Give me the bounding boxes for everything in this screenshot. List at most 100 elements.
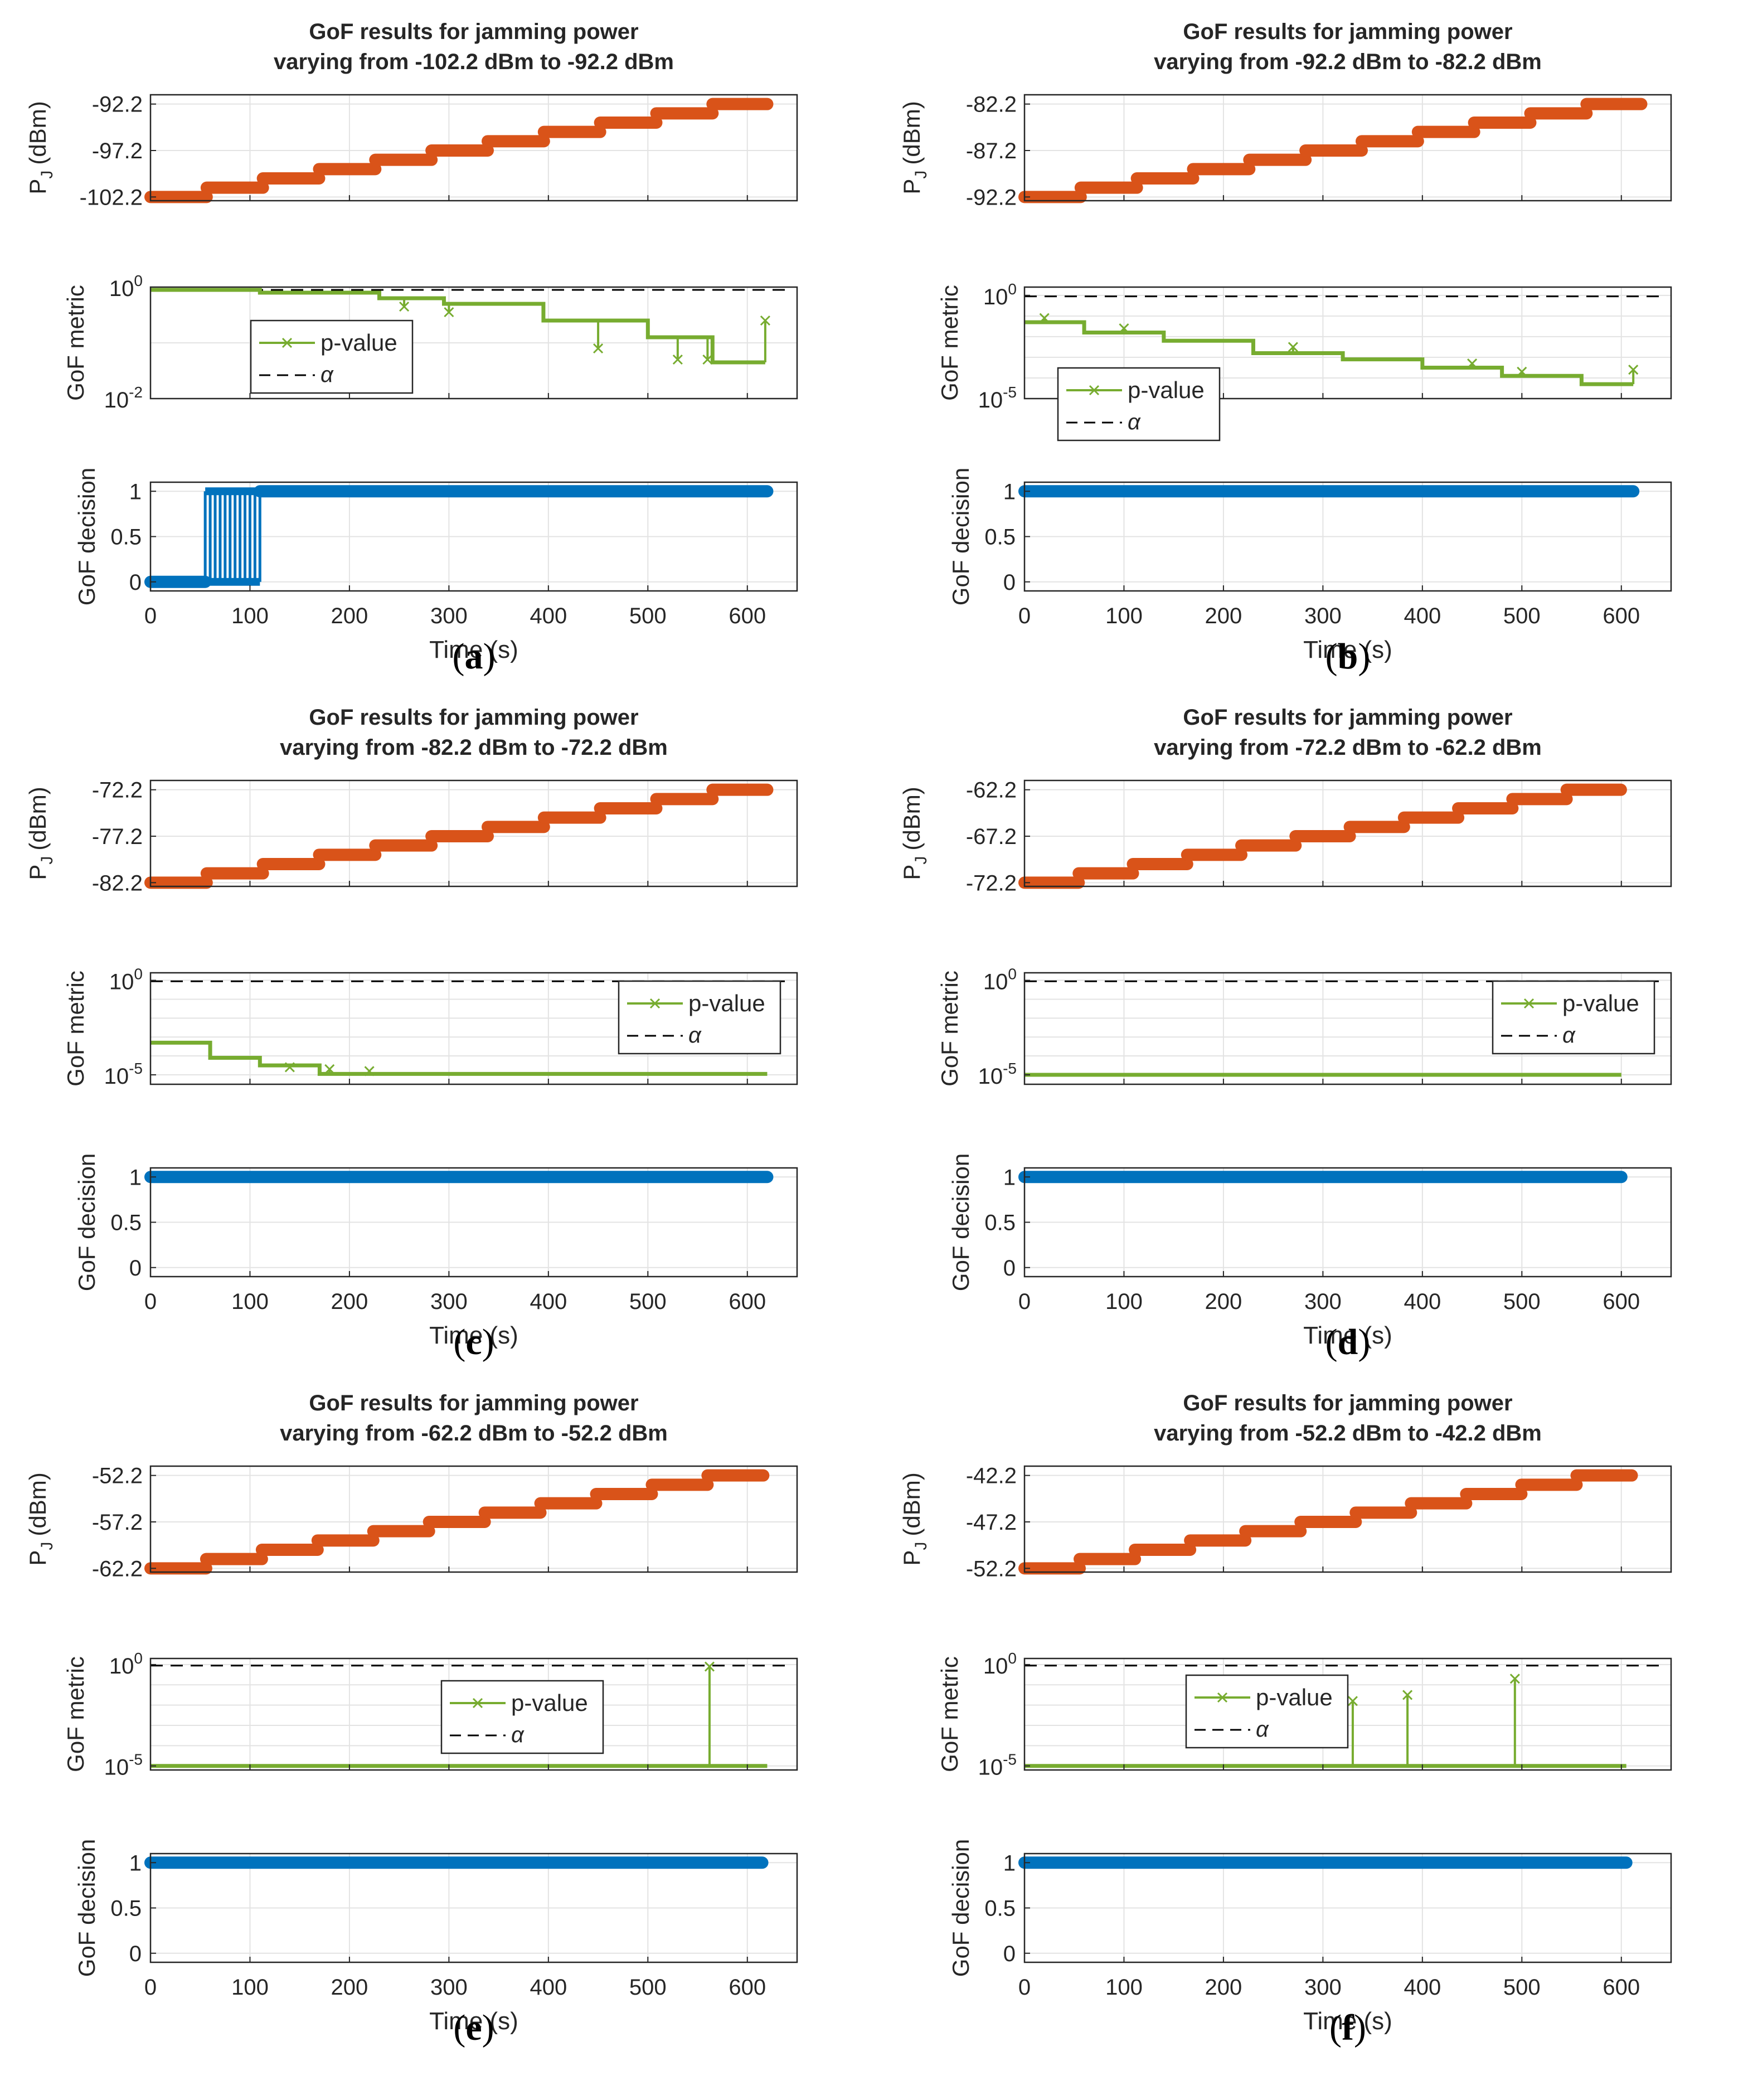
panel-d: GoF results for jamming power varying fro… [874,686,1748,1377]
metric-axes-box [1023,286,1672,400]
power-ylabel-unit: (dBm) [899,1472,925,1536]
x-tick-label: 200 [1205,1289,1242,1314]
power-tick-label: -57.2 [92,1510,143,1535]
title-line-2: varying from -72.2 dBm to -62.2 dBm [1154,735,1542,760]
power-ylabel-symbol: P [899,179,925,195]
metric-tick-exponent: -2 [129,384,143,401]
p-value-marker [1039,313,1050,323]
decision-tick-label: 0 [129,570,142,595]
power-tick-label: -72.2 [92,778,143,803]
legend-p-value-label: p-value [688,990,765,1016]
power-ylabel: PJ (dBm) [899,1472,930,1565]
power-tick-label: -77.2 [92,825,143,849]
power-series [144,98,774,203]
title-line-1: GoF results for jamming power [1183,20,1513,44]
p-value-marker [444,307,454,318]
metric-tick-base: 10 [104,388,129,413]
panel-title: GoF results for jamming power varying fro… [150,1388,797,1448]
legend: p-value α [440,1680,604,1754]
panel-c: GoF results for jamming power varying fro… [0,686,874,1377]
p-value-line [150,1040,768,1076]
title-line-2: varying from -92.2 dBm to -82.2 dBm [1154,50,1542,74]
x-tick-label: 200 [1205,604,1242,628]
title-line-1: GoF results for jamming power [309,1391,639,1415]
power-axes-box [1023,779,1672,887]
p-value-marker [364,1066,375,1076]
legend: p-value α [1492,980,1655,1055]
metric-tick-label: 10-5 [978,384,1017,413]
x-tick-label: 400 [530,1975,567,2000]
x-tick-label: 500 [1503,1289,1541,1314]
legend: p-value α [1185,1674,1349,1749]
decision-tick-label: 0 [1003,1942,1016,1966]
x-axis-label: Time (s) [1303,636,1392,663]
x-tick-label: 300 [430,604,468,628]
power-tick-label: -92.2 [966,185,1017,210]
x-tick-label: 600 [729,1289,766,1314]
x-tick-label: 400 [1404,604,1441,628]
metric-tick-exponent: 0 [1008,1650,1017,1667]
metric-tick-label: 10-5 [104,1751,143,1780]
x-tick-label: 400 [530,604,567,628]
x-tick-label: 500 [1503,604,1541,628]
power-tick-label: -72.2 [966,871,1017,895]
x-tick-label: 300 [1304,604,1342,628]
legend-p-value-marker [1523,998,1535,1009]
x-tick-label: 300 [1304,1289,1342,1314]
power-tick-label: -102.2 [80,185,143,210]
x-axis-label: Time (s) [1303,2007,1392,2035]
panel-title: GoF results for jamming power varying fro… [1024,702,1671,763]
decision-axes [1024,1854,1671,1962]
decision-axes [1024,1168,1671,1277]
metric-tick-label: 100 [983,1650,1017,1679]
panel-label-letter: a [464,636,483,677]
power-axes-box [1023,94,1672,202]
power-ylabel-subscript: J [912,1542,930,1550]
metric-tick-label: 10-5 [104,1060,143,1089]
p-value-marker [1467,358,1478,369]
legend: p-value α [1057,367,1221,442]
panel-label-open: ( [1329,2007,1342,2048]
legend-box [618,980,781,1055]
power-ylabel: PJ (dBm) [899,101,930,194]
title-line-2: varying from -52.2 dBm to -42.2 dBm [1154,1421,1542,1446]
metric-axes-box [1023,1657,1672,1771]
power-ylabel-symbol: P [899,865,925,880]
p-value-marker [324,1064,335,1074]
power-tick-label: -62.2 [92,1556,143,1581]
panel-label: (e) [150,2007,797,2049]
metric-series [150,1661,786,1768]
panel-label: (b) [1024,636,1671,678]
power-axes-box [1023,1465,1672,1573]
decision-ylabel: GoF decision [74,1153,100,1291]
legend-p-value-label: p-value [511,1690,588,1716]
legend-p-value-label: p-value [1128,377,1205,403]
metric-tick-exponent: 0 [134,272,143,289]
power-ylabel: PJ (dBm) [25,1472,56,1565]
x-tick-label: 500 [629,1975,667,2000]
panel-label-letter: e [465,2007,482,2048]
decision-tick-label: 0.5 [984,1897,1016,1921]
x-tick-label: 200 [331,604,368,628]
power-tick-label: -97.2 [92,139,143,163]
decision-tick-label: 0.5 [110,525,142,550]
p-value-marker [1509,1674,1520,1684]
power-ylabel: PJ (dBm) [25,101,56,194]
metric-tick-exponent: -5 [129,1751,143,1768]
x-tick-label: 400 [1404,1975,1441,2000]
panel-b: GoF results for jamming power varying fro… [874,0,1748,691]
power-series [144,783,774,889]
power-tick-label: -42.2 [966,1464,1017,1488]
panel-label-close: ) [482,2007,494,2048]
panel-a: GoF results for jamming power varying fro… [0,0,874,691]
metric-tick-base: 10 [978,1064,1003,1089]
legend-p-value-marker [1217,1692,1228,1703]
metric-ylabel: GoF metric [62,285,89,401]
panel-label: (c) [150,1321,797,1364]
decision-axes [150,1168,797,1277]
power-series [1018,1469,1638,1575]
legend-alpha-label: α [688,1023,702,1047]
